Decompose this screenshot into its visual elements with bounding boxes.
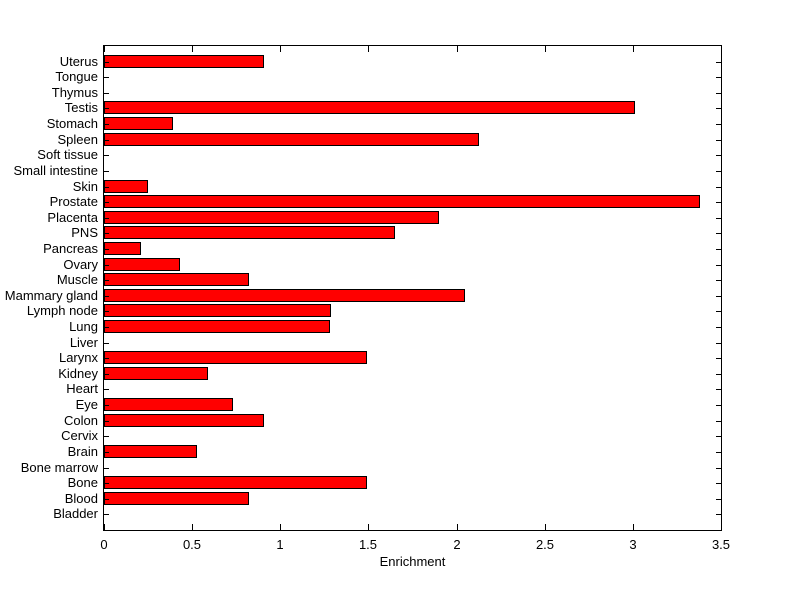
x-tick-label: 0.5 <box>182 537 202 552</box>
y-tick-label: Soft tissue <box>37 147 98 162</box>
y-tick-label: Blood <box>64 491 98 506</box>
x-tick-label: 3.5 <box>711 537 731 552</box>
y-tick-label: Testis <box>64 100 98 115</box>
y-tick-label: Mammary gland <box>4 288 98 303</box>
x-tick-label: 3 <box>629 537 637 552</box>
x-tick-label: 2.5 <box>535 537 555 552</box>
x-axis-title: Enrichment <box>379 554 446 569</box>
y-tick-label: Colon <box>64 413 98 428</box>
y-tick-label: Lung <box>69 319 98 334</box>
y-tick-label: Pancreas <box>43 241 98 256</box>
y-tick-label: Bone marrow <box>20 460 98 475</box>
y-tick-label: Eye <box>75 397 98 412</box>
y-tick-label: Prostate <box>49 194 98 209</box>
y-tick-label: Uterus <box>59 54 98 69</box>
y-tick-label: Small intestine <box>13 163 98 178</box>
y-tick-label: Larynx <box>58 350 98 365</box>
y-tick-label: Thymus <box>51 85 98 100</box>
x-tick-label: 1.5 <box>358 537 378 552</box>
x-tick-label: 0 <box>100 537 108 552</box>
y-tick-label: PNS <box>71 225 98 240</box>
y-tick-label: Stomach <box>46 116 98 131</box>
y-tick-label: Lymph node <box>26 303 98 318</box>
y-tick-label: Ovary <box>63 257 98 272</box>
y-tick-label: Spleen <box>57 132 98 147</box>
y-tick-label: Muscle <box>56 272 98 287</box>
y-tick-label: Heart <box>66 381 98 396</box>
y-tick-label: Tongue <box>55 69 98 84</box>
y-tick-label: Cervix <box>61 428 98 443</box>
y-tick-label: Bladder <box>53 506 98 521</box>
x-tick-label: 2 <box>453 537 461 552</box>
y-tick-label: Brain <box>67 444 98 459</box>
y-tick-label: Skin <box>72 179 98 194</box>
y-tick-label: Liver <box>69 335 98 350</box>
y-tick-label: Kidney <box>58 366 98 381</box>
y-tick-label: Bone <box>67 475 98 490</box>
plot-area <box>103 45 722 531</box>
x-tick-label: 1 <box>276 537 284 552</box>
y-tick-label: Placenta <box>47 210 98 225</box>
